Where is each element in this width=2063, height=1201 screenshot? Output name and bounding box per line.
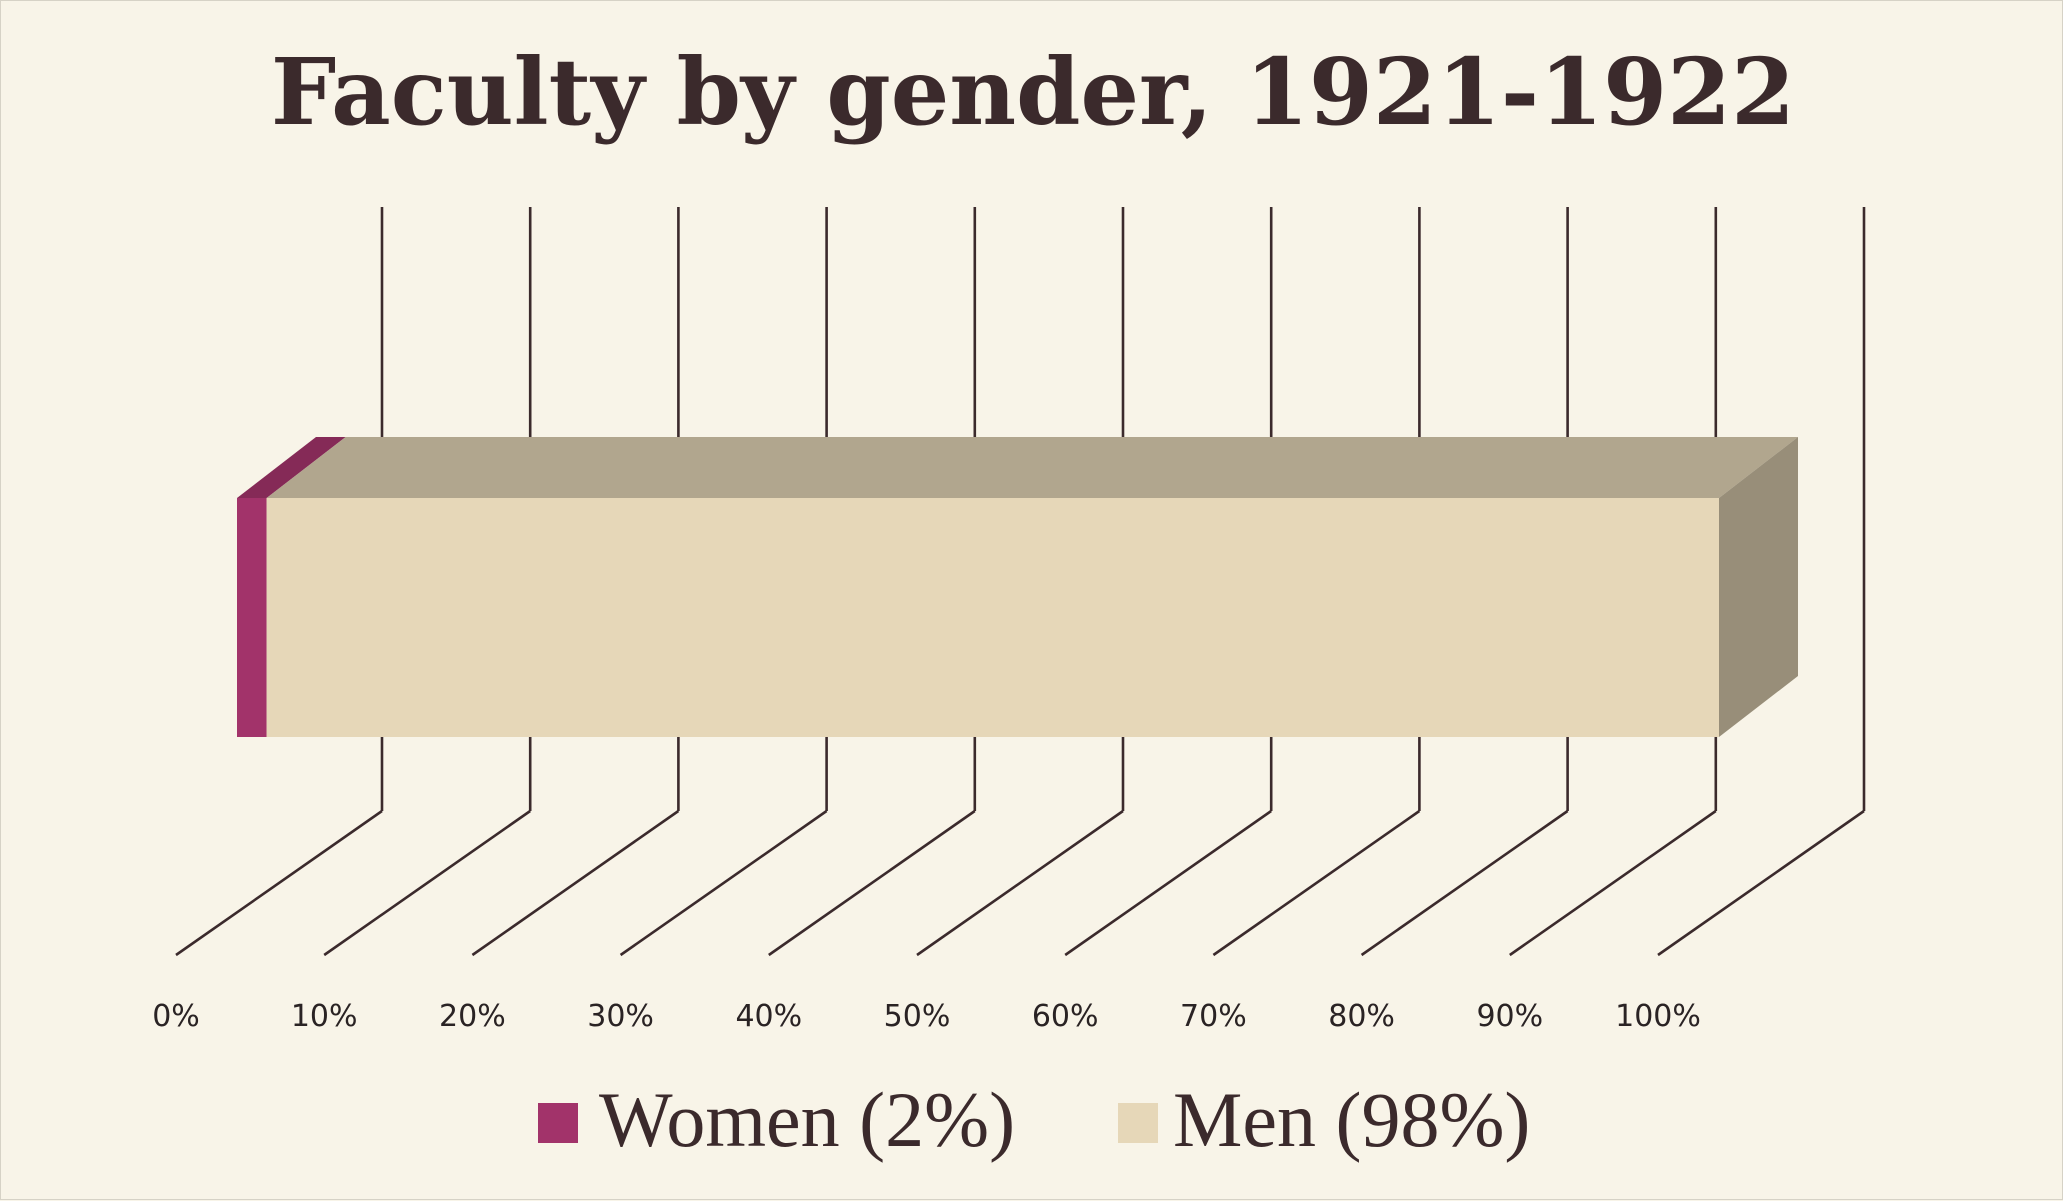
grid-line-floor <box>1212 809 1421 957</box>
x-tick-label: 80% <box>1328 999 1395 1034</box>
legend-item: Men (98%) <box>1118 1076 1530 1163</box>
bar-side-face <box>1719 437 1798 737</box>
grid-floor-lines <box>175 809 1865 957</box>
bar-top-face <box>237 437 346 498</box>
x-tick-label: 30% <box>587 999 654 1034</box>
x-tick-label: 20% <box>439 999 506 1034</box>
x-tick-label: 10% <box>291 999 358 1034</box>
grid-line-floor <box>1657 809 1865 957</box>
x-tick-label: 50% <box>884 999 951 1034</box>
x-tick-label: 90% <box>1476 999 1543 1034</box>
x-tick-label: 40% <box>735 999 802 1034</box>
x-tick-label: 100% <box>1615 999 1701 1034</box>
bar-top-face <box>266 437 1798 498</box>
bar-group <box>237 437 1798 737</box>
grid-line-floor <box>1509 809 1717 957</box>
legend-label: Men (98%) <box>1173 1076 1530 1163</box>
x-tick-label: 60% <box>1032 999 1099 1034</box>
grid-line-floor <box>175 809 383 957</box>
bar-front-face <box>266 498 1719 737</box>
grid-line-floor <box>619 809 828 957</box>
legend-swatch <box>538 1103 578 1143</box>
grid-line-floor <box>1064 809 1272 957</box>
bar-segment-women <box>237 437 346 737</box>
legend-label: Women (2%) <box>599 1076 1015 1163</box>
legend-item: Women (2%) <box>538 1076 1015 1163</box>
legend: Women (2%) Men (98%) <box>538 1076 1530 1163</box>
x-tick-label: 70% <box>1180 999 1247 1034</box>
grid-line-floor <box>1360 809 1569 957</box>
bar-front-face <box>237 498 267 737</box>
bar-segment-men <box>266 437 1798 737</box>
grid-line-floor <box>323 809 531 957</box>
x-axis-tick-labels: 0% 10% 20% 30% 40% 50% 60% 70% 80% 90% 100% <box>152 999 1701 1034</box>
grid-line-floor <box>471 809 680 957</box>
grid-line-floor <box>768 809 976 957</box>
legend-swatch <box>1118 1103 1158 1143</box>
grid-line-floor <box>916 809 1124 957</box>
chart-title: Faculty by gender, 1921-1922 <box>271 38 1795 146</box>
x-tick-label: 0% <box>152 999 200 1034</box>
